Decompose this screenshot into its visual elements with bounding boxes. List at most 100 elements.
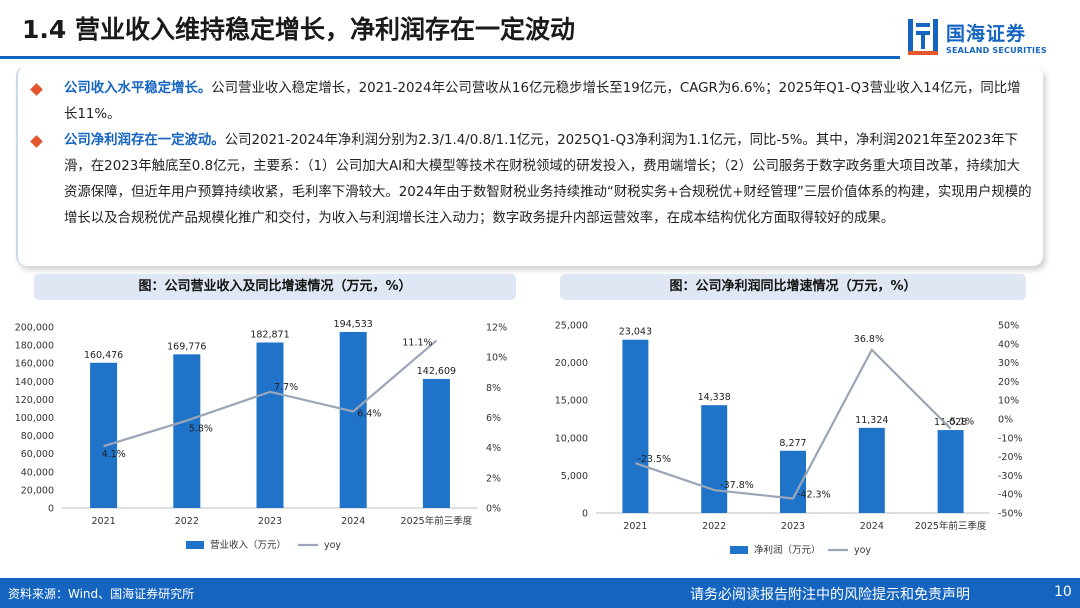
x-tick-label: 2021	[92, 516, 116, 527]
yoy-value-label: -5.1%	[947, 417, 975, 428]
bar-value-label: 142,609	[417, 366, 456, 377]
title-divider	[0, 56, 900, 59]
bar	[173, 354, 201, 508]
footer-bar: 资料来源：Wind、国海证券研究所 请务必阅读报告附注中的风险提示和免责声明 1…	[0, 578, 1080, 608]
yoy-value-label: 11.1%	[402, 338, 432, 349]
legend-line-label: yoy	[324, 540, 341, 551]
bullet-body: 公司2021-2024年净利润分别为2.3/1.4/0.8/1.1亿元，2025…	[64, 133, 1032, 226]
y-right-tick-label: 50%	[998, 321, 1019, 332]
y-left-tick-label: 5,000	[561, 471, 588, 482]
bullet-net-profit: 公司净利润存在一定波动。公司2021-2024年净利润分别为2.3/1.4/0.…	[30, 128, 1032, 232]
y-right-tick-label: 0%	[486, 504, 501, 515]
bar-value-label: 11,028	[934, 417, 967, 428]
y-right-tick-label: 20%	[998, 377, 1019, 388]
y-right-tick-label: 10%	[998, 396, 1019, 407]
chart-caption-net-profit: 图：公司净利润同比增速情况（万元，%）	[560, 274, 1026, 300]
y-right-tick-label: 8%	[486, 383, 501, 394]
x-tick-label: 2022	[175, 516, 199, 527]
y-right-tick-label: -30%	[998, 471, 1023, 482]
y-left-tick-label: 0	[48, 504, 54, 515]
legend-bar-label: 营业收入（万元）	[210, 539, 286, 551]
yoy-value-label: 5.8%	[189, 424, 213, 435]
bullet-body: 公司营业收入稳定增长，2021-2024年公司营收从16亿元稳步增长至19亿元，…	[64, 81, 1021, 122]
y-left-tick-label: 160,000	[15, 359, 54, 370]
bar	[256, 342, 284, 508]
y-right-tick-label: 6%	[486, 413, 501, 424]
bar	[701, 405, 728, 513]
page-number: 10	[1054, 584, 1072, 600]
page-title: 1.4 营业收入维持稳定增长，净利润存在一定波动	[22, 15, 575, 44]
x-tick-label: 2024	[341, 516, 365, 527]
legend-bar-swatch	[730, 546, 748, 554]
bar	[422, 378, 450, 508]
y-left-tick-label: 120,000	[15, 395, 54, 406]
yoy-value-label: -23.5%	[637, 454, 671, 465]
logo-text-en: SEALAND SECURITIES	[946, 46, 1047, 55]
y-right-tick-label: 12%	[486, 323, 507, 334]
y-left-tick-label: 10,000	[555, 433, 588, 444]
y-right-tick-label: 0%	[998, 415, 1013, 426]
y-left-tick-label: 15,000	[555, 396, 588, 407]
footer-source: 资料来源：Wind、国海证券研究所	[8, 587, 195, 601]
y-left-tick-label: 140,000	[15, 377, 54, 388]
yoy-value-label: 7.7%	[274, 382, 298, 393]
bar	[937, 430, 964, 513]
yoy-value-label: 6.4%	[357, 408, 381, 419]
y-right-tick-label: -20%	[998, 452, 1023, 463]
legend-bar-swatch	[186, 541, 204, 549]
yoy-line	[103, 339, 438, 448]
logo-text-cn: 国海证券	[946, 23, 1027, 45]
y-right-tick-label: 4%	[486, 443, 501, 454]
y-left-tick-label: 200,000	[15, 323, 54, 334]
footer-disclaimer: 请务必阅读报告附注中的风险提示和免责声明	[690, 587, 970, 603]
y-left-tick-label: 40,000	[21, 467, 54, 478]
bullet-heading: 公司收入水平稳定增长。	[64, 81, 212, 96]
y-left-tick-label: 20,000	[21, 485, 54, 496]
y-right-tick-label: 30%	[998, 358, 1019, 369]
yoy-value-label: -42.3%	[797, 490, 831, 501]
y-right-tick-label: -50%	[998, 509, 1023, 520]
bar	[622, 339, 649, 513]
yoy-value-label: 4.1%	[102, 449, 126, 460]
y-left-tick-label: 20,000	[555, 358, 588, 369]
yoy-line	[635, 347, 952, 500]
bar-value-label: 23,043	[619, 327, 652, 338]
x-tick-label: 2021	[623, 521, 647, 532]
legend-bar-label: 净利润（万元）	[754, 544, 821, 556]
summary-textbox: 公司收入水平稳定增长。公司营业收入稳定增长，2021-2024年公司营收从16亿…	[16, 66, 1043, 266]
bar-value-label: 11,324	[855, 415, 888, 426]
x-tick-label: 2022	[702, 521, 726, 532]
bar-value-label: 194,533	[334, 319, 373, 330]
y-left-tick-label: 80,000	[21, 431, 54, 442]
bar	[339, 331, 367, 508]
bar-value-label: 14,338	[698, 392, 731, 403]
x-tick-label: 2023	[781, 521, 805, 532]
logo-mark-icon	[908, 19, 938, 55]
bar	[858, 427, 885, 513]
bar	[90, 362, 118, 508]
bullet-revenue: 公司收入水平稳定增长。公司营业收入稳定增长，2021-2024年公司营收从16亿…	[30, 76, 1032, 128]
x-tick-label: 2023	[258, 516, 282, 527]
legend-line-label: yoy	[854, 545, 871, 556]
company-logo: 国海证券 SEALAND SECURITIES	[906, 17, 1066, 61]
bar-value-label: 169,776	[167, 341, 206, 352]
y-right-tick-label: -40%	[998, 490, 1023, 501]
y-left-tick-label: 25,000	[555, 321, 588, 332]
y-left-tick-label: 180,000	[15, 341, 54, 352]
y-right-tick-label: 2%	[486, 473, 501, 484]
y-left-tick-label: 0	[582, 509, 588, 520]
yoy-value-label: -37.8%	[720, 480, 754, 491]
y-right-tick-label: 40%	[998, 339, 1019, 350]
net-profit-chart: 25,000 20,000 15,000 10,000 5,000 0 50% 40% 30% 2…	[555, 321, 1023, 557]
bar-value-label: 8,277	[779, 438, 806, 449]
y-right-tick-label: 10%	[486, 353, 507, 364]
y-left-tick-label: 60,000	[21, 449, 54, 460]
bullet-heading: 公司净利润存在一定波动。	[64, 133, 225, 148]
yoy-value-label: 36.8%	[854, 334, 884, 345]
y-right-tick-label: -10%	[998, 433, 1023, 444]
x-tick-label: 2024	[860, 521, 884, 532]
x-tick-label: 2025年前三季度	[915, 520, 987, 532]
bar-value-label: 160,476	[84, 350, 123, 361]
x-tick-label: 2025年前三季度	[401, 515, 473, 527]
chart-caption-revenue: 图：公司营业收入及同比增速情况（万元，%）	[34, 274, 516, 300]
